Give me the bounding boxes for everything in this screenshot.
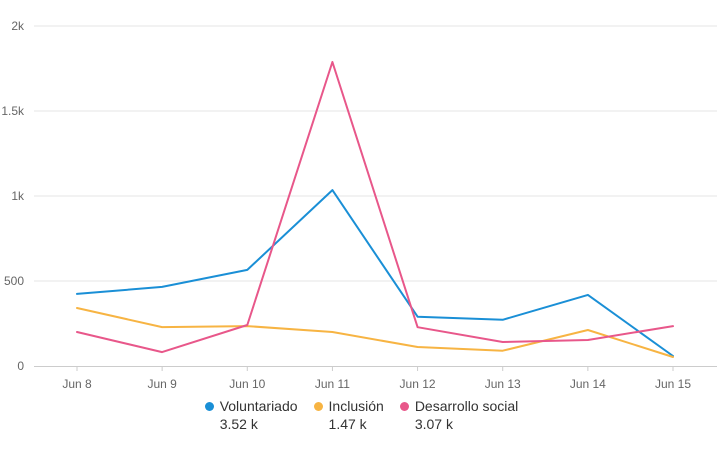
legend-total: 3.07 k [414,416,453,432]
x-tick-label: Jun 15 [655,377,691,391]
legend-item-inclusion[interactable]: Inclusión 1.47 k [313,398,384,432]
legend-dot-icon [204,401,214,411]
y-tick-label: 0 [17,359,24,373]
y-tick-label: 1k [11,189,25,203]
x-axis: Jun 8 Jun 9 Jun 10 Jun 11 Jun 12 Jun 13 Jun 14… [34,366,717,391]
line-chart: 0 500 1k 1.5k 2k Jun 8 Jun 9 Jun 10 Jun 11 Jun 1… [1,19,717,391]
x-tick-label: Jun 11 [315,377,350,391]
legend-label: Voluntariado [219,398,298,414]
series-lines [76,61,674,358]
series-line-desarrollo-social[interactable] [76,61,674,354]
legend-total: 3.52 k [219,416,258,432]
legend-dot-icon [313,401,323,411]
x-tick-label: Jun 9 [147,377,177,391]
x-tick-label: Jun 14 [570,377,606,391]
x-tick-label: Jun 8 [62,377,92,391]
legend: Voluntariado 3.52 k Inclusión 1.47 k Des… [0,398,723,432]
legend-label: Inclusión [328,398,384,414]
gridlines [34,25,717,282]
x-tick-label: Jun 13 [485,377,521,391]
x-tick-label: Jun 10 [229,377,265,391]
legend-total: 1.47 k [328,416,367,432]
legend-item-desarrollo-social[interactable]: Desarrollo social 3.07 k [399,398,519,432]
legend-dot-icon [399,401,409,411]
y-axis: 0 500 1k 1.5k 2k [1,19,25,373]
series-line-voluntariado[interactable] [76,189,674,357]
y-tick-label: 1.5k [1,104,25,118]
y-tick-label: 500 [4,274,24,288]
x-tick-label: Jun 12 [400,377,436,391]
legend-label: Desarrollo social [414,398,519,414]
y-tick-label: 2k [11,19,25,33]
legend-item-voluntariado[interactable]: Voluntariado 3.52 k [204,398,298,432]
series-line-inclusi-n[interactable] [76,307,674,358]
